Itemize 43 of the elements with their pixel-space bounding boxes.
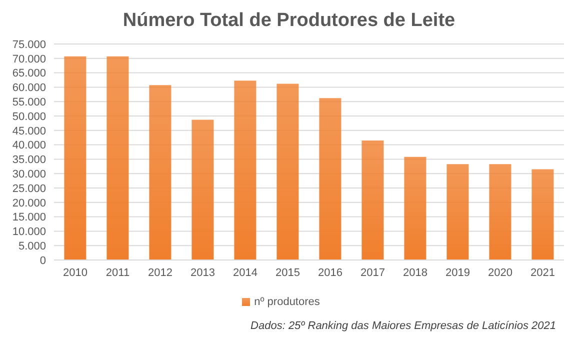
y-tick-label: 10.000 bbox=[12, 226, 46, 238]
y-tick-label: 45.000 bbox=[12, 125, 46, 138]
y-tick-label: 70.000 bbox=[12, 53, 46, 66]
bar bbox=[276, 84, 299, 260]
y-tick-label: 15.000 bbox=[12, 212, 46, 224]
text: Dados: 25º Ranking das Maiores Empresas de Laticínios 2021 bbox=[250, 320, 556, 332]
legend-label: nº produtores bbox=[254, 296, 320, 308]
bar bbox=[192, 120, 214, 260]
bar bbox=[149, 85, 172, 260]
x-tick-label: 2011 bbox=[106, 266, 130, 279]
y-tick-label: 30.000 bbox=[12, 168, 46, 181]
x-tick-label: 2018 bbox=[403, 266, 428, 279]
bar bbox=[404, 156, 426, 260]
bar bbox=[446, 164, 469, 260]
x-tick-label: 2013 bbox=[190, 266, 215, 279]
y-tick-label: 55.000 bbox=[12, 96, 46, 109]
x-tick-label: 2019 bbox=[446, 266, 470, 279]
y-tick-label: 60.000 bbox=[12, 82, 46, 94]
y-tick-label: 50.000 bbox=[12, 110, 46, 123]
x-tick-label: 2010 bbox=[63, 266, 88, 279]
y-tick-label: 25.000 bbox=[12, 182, 46, 195]
bar bbox=[489, 164, 512, 260]
bar bbox=[106, 56, 129, 260]
y-tick-label: 65.000 bbox=[12, 68, 46, 80]
x-tick-label: 2016 bbox=[318, 266, 342, 279]
bar bbox=[362, 140, 384, 260]
bar bbox=[234, 80, 256, 260]
y-tick-label: 0 bbox=[40, 254, 46, 267]
x-tick-label: 2021 bbox=[530, 266, 555, 279]
x-tick-label: 2012 bbox=[148, 266, 172, 279]
x-tick-label: 2020 bbox=[488, 266, 512, 279]
bar bbox=[64, 56, 86, 260]
x-tick-label: 2014 bbox=[233, 266, 258, 279]
y-tick-label: 40.000 bbox=[12, 140, 46, 152]
x-tick-label: 2017 bbox=[360, 266, 385, 279]
x-tick-label: 2015 bbox=[276, 266, 300, 279]
chart-title: Número Total de Produtores de Leite bbox=[122, 9, 456, 33]
bar bbox=[532, 169, 554, 260]
y-tick-label: 5.000 bbox=[18, 240, 46, 253]
y-tick-label: 75.000 bbox=[12, 38, 46, 51]
y-tick-label: 35.000 bbox=[12, 154, 46, 166]
bar bbox=[319, 98, 342, 260]
y-tick-label: 20.000 bbox=[12, 197, 46, 210]
